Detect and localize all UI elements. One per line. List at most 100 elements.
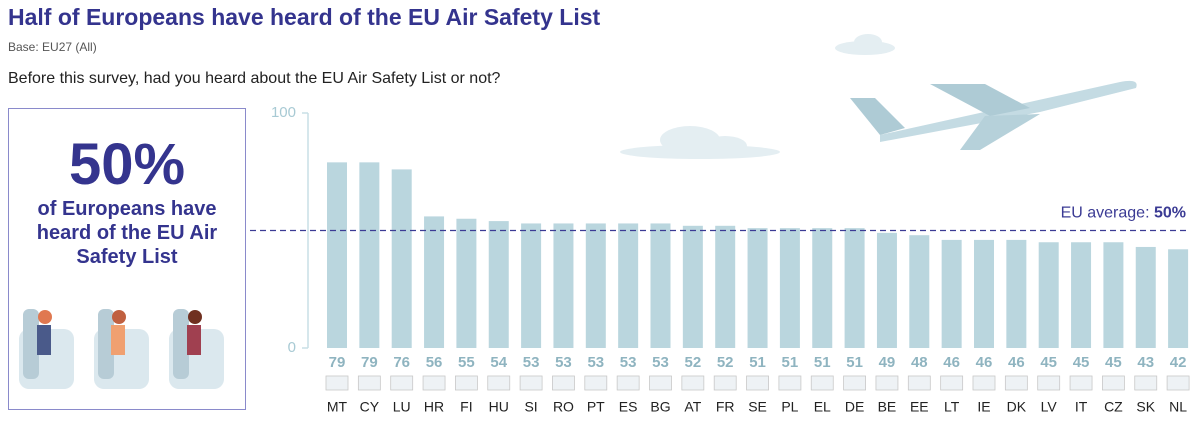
x-tick-label: PT	[587, 399, 605, 415]
bar	[909, 235, 930, 348]
x-tick-label: DK	[1007, 399, 1027, 415]
value-label: 53	[620, 354, 637, 371]
bar	[1006, 239, 1027, 348]
x-tick-label: FI	[460, 399, 472, 415]
flag	[907, 375, 931, 391]
bar	[1071, 242, 1092, 348]
flag	[1166, 375, 1190, 391]
x-tick-label: CZ	[1104, 399, 1123, 415]
bar	[747, 228, 768, 348]
flag	[584, 375, 608, 391]
x-tick-label: BE	[878, 399, 897, 415]
bar	[876, 232, 897, 348]
value-label: 51	[846, 354, 863, 371]
bar	[424, 216, 445, 348]
x-tick-label: LT	[944, 399, 960, 415]
question: Before this survey, had you heard about …	[8, 70, 501, 87]
bar	[327, 162, 347, 348]
flag	[649, 375, 672, 391]
x-tick-label: SI	[524, 399, 537, 415]
x-tick-label: BG	[650, 399, 670, 415]
x-tick-label: SE	[748, 399, 767, 415]
chart-title: Half of Europeans have heard of the EU A…	[8, 4, 601, 30]
callout-box: 50% of Europeans have heard of the EU Ai…	[8, 108, 246, 410]
value-label: 56	[426, 354, 443, 371]
flag	[454, 375, 478, 391]
value-label: 53	[652, 354, 669, 371]
bar	[941, 239, 962, 348]
x-tick-label: IT	[1075, 399, 1088, 415]
bar	[1038, 242, 1059, 348]
value-label: 51	[749, 354, 766, 371]
value-label: 45	[1073, 354, 1090, 371]
bar	[812, 228, 833, 348]
flag	[746, 375, 769, 391]
bar	[553, 223, 574, 348]
value-label: 53	[555, 354, 572, 371]
x-tick-label: MT	[327, 399, 348, 415]
bar	[1135, 246, 1156, 348]
value-label: 52	[717, 354, 734, 371]
x-tick-label: EE	[910, 399, 929, 415]
value-label: 46	[943, 354, 960, 371]
value-label: 51	[782, 354, 799, 371]
x-tick-label: IE	[977, 399, 990, 415]
value-label: 45	[1040, 354, 1057, 371]
bar	[844, 228, 865, 348]
flag	[357, 375, 381, 391]
value-label: 55	[458, 354, 475, 371]
value-label: 46	[976, 354, 993, 371]
flag	[519, 375, 543, 391]
flag	[1069, 375, 1093, 391]
chart-subtitle: Base: EU27 (All)	[8, 40, 97, 54]
value-label: 79	[361, 354, 378, 371]
bar	[391, 169, 412, 348]
illustration	[19, 309, 224, 389]
x-tick-label: PL	[781, 399, 798, 415]
x-tick-label: HU	[489, 399, 509, 415]
value-label: 53	[587, 354, 604, 371]
value-label: 46	[1008, 354, 1025, 371]
x-tick-label: FR	[716, 399, 735, 415]
x-tick-label: SK	[1136, 399, 1155, 415]
callout-value: 50%	[68, 132, 186, 197]
x-tick-label: LU	[393, 399, 411, 415]
flag	[778, 375, 802, 391]
value-label: 53	[523, 354, 540, 371]
decoration	[620, 34, 1137, 159]
value-label: 54	[490, 354, 507, 371]
flag	[1037, 375, 1061, 391]
callout-text: of Europeans have heard of the EU Air Sa…	[36, 198, 218, 268]
value-label: 43	[1137, 354, 1154, 371]
bar	[618, 223, 639, 348]
flag	[1102, 375, 1125, 391]
flag	[810, 375, 834, 391]
flag	[1004, 375, 1028, 391]
y-tick-label: 100	[271, 104, 296, 121]
flag	[875, 375, 899, 391]
bar	[488, 221, 509, 348]
bar	[974, 239, 994, 348]
value-label: 42	[1170, 354, 1187, 371]
bar	[650, 223, 671, 348]
flag	[422, 375, 446, 391]
bar	[682, 225, 703, 348]
reference-label-text: EU average:	[1061, 205, 1150, 222]
x-tick-label: EL	[814, 399, 831, 415]
bar	[1168, 249, 1189, 348]
bar	[1103, 242, 1124, 348]
y-tick-label: 0	[288, 339, 296, 356]
x-tick-label: CY	[360, 399, 380, 415]
value-label: 51	[814, 354, 831, 371]
flag	[390, 375, 414, 391]
reference-label-value: 50%	[1154, 205, 1186, 222]
flag	[940, 375, 964, 391]
value-label: 52	[685, 354, 702, 371]
x-tick-label: HR	[424, 399, 444, 415]
value-label: 79	[329, 354, 346, 371]
value-label: 48	[911, 354, 928, 371]
reference-label: EU average: 50%	[1061, 205, 1186, 222]
flag	[616, 375, 640, 391]
